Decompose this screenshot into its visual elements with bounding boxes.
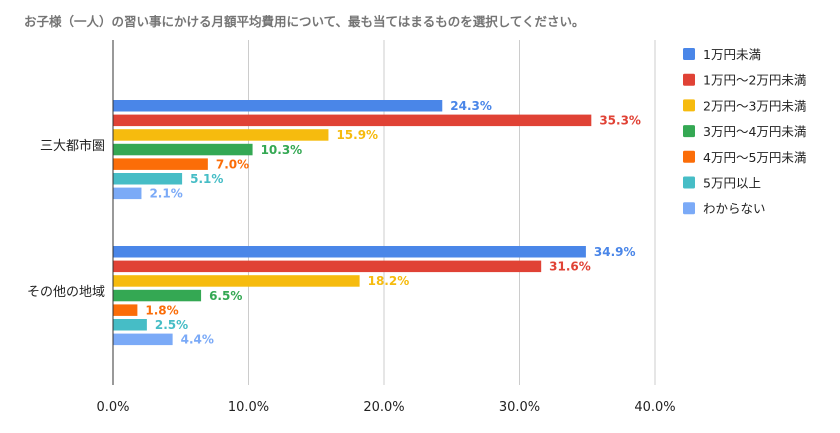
bar [113,187,142,200]
legend-swatch [683,125,695,138]
legend-label: 4万円〜5万円未満 [703,150,806,165]
bar [113,289,202,302]
data-label: 10.3% [261,143,303,157]
x-tick-label: 0.0% [96,400,129,415]
x-tick-label: 20.0% [363,400,404,415]
bar [113,304,138,316]
bar [113,275,360,287]
legend-label: 5万円以上 [703,176,761,191]
data-label: 4.4% [181,333,214,347]
bar [113,158,208,170]
legend-label: 2万円〜3万円未満 [703,98,806,113]
bar [113,260,542,273]
legend-label: 1万円〜2万円未満 [703,73,806,88]
x-tick-label: 40.0% [634,400,675,415]
bar [113,173,183,185]
x-tick-label: 10.0% [228,400,269,415]
data-label: 31.6% [549,260,591,274]
category-label: 三大都市圏 [40,138,105,154]
bar [113,246,586,258]
data-label: 6.5% [209,289,242,303]
bars [113,100,592,346]
legend-label: 3万円〜4万円未満 [703,124,806,139]
bar [113,100,443,112]
data-label: 1.8% [145,303,178,317]
data-label: 15.9% [336,128,378,142]
bar [113,143,253,156]
x-tick-label: 30.0% [499,400,540,415]
legend-swatch [683,202,695,215]
legend-swatch [683,73,695,86]
legend-swatch [683,99,695,112]
data-label: 7.0% [216,157,249,171]
bar [113,129,329,141]
legend-swatch [683,150,695,163]
legend: 1万円未満 1万円〜2万円未満 2万円〜3万円未満 3万円〜4万円未満 4万円〜5万円未… [683,47,806,216]
data-label: 2.1% [149,187,182,201]
data-label: 2.5% [155,318,188,332]
bar [113,319,147,331]
gridlines [248,40,656,385]
data-label: 5.1% [190,172,223,186]
chart-title: お子様（一人）の習い事にかける月額平均費用について、最も当てはまるものを選択して… [24,14,585,29]
legend-label: 1万円未満 [703,47,761,62]
legend-label: わからない [703,201,766,216]
bar [113,114,592,127]
legend-swatch [683,48,695,60]
data-labels: 24.3% 35.3% 15.9% 10.3% 7.0%5.1% 2.1% 34.9%31.… [145,99,641,347]
data-label: 24.3% [450,99,492,113]
legend-swatch [683,176,695,189]
data-label: 34.9% [594,245,636,259]
bar [113,333,173,346]
data-label: 18.2% [368,274,410,288]
category-label: その他の地域 [27,285,105,300]
data-label: 35.3% [599,114,641,128]
